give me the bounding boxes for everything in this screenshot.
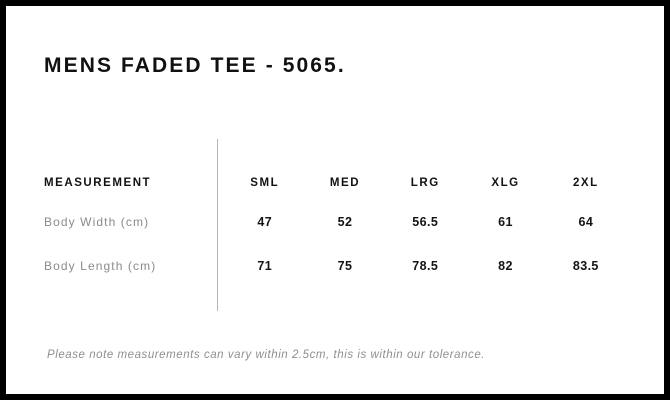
cell-body-length-xlg: 82 bbox=[498, 259, 513, 273]
column-header-sml: SML bbox=[250, 177, 280, 189]
table-header-row: MEASUREMENT SML MED LRG XLG 2XL bbox=[44, 166, 626, 200]
cell-body-length-sml: 71 bbox=[257, 259, 273, 273]
size-chart-sheet: MENS FADED TEE - 5065. MEASUREMENT SML M… bbox=[6, 6, 664, 394]
cell-body-length-lrg: 78.5 bbox=[412, 259, 439, 273]
cell-body-length-med: 75 bbox=[337, 259, 353, 273]
cell-body-width-lrg: 56.5 bbox=[412, 215, 439, 229]
column-header-med: MED bbox=[329, 177, 361, 189]
cell-body-length-2xl: 83.5 bbox=[572, 259, 599, 273]
column-header-lrg: LRG bbox=[410, 177, 440, 189]
column-header-2xl: 2XL bbox=[572, 177, 599, 189]
size-chart-table: MEASUREMENT SML MED LRG XLG 2XL Body Wid… bbox=[44, 166, 626, 288]
cell-body-width-med: 52 bbox=[337, 215, 353, 229]
table-row: Body Length (cm) 71 75 78.5 82 83.5 bbox=[44, 244, 626, 288]
column-header-xlg: XLG bbox=[491, 177, 520, 189]
tolerance-footnote: Please note measurements can vary within… bbox=[47, 349, 486, 361]
row-label-body-width: Body Width (cm) bbox=[44, 215, 150, 229]
cell-body-width-sml: 47 bbox=[257, 215, 273, 229]
page-title: MENS FADED TEE - 5065. bbox=[44, 54, 346, 77]
cell-body-width-xlg: 61 bbox=[498, 215, 513, 229]
cell-body-width-2xl: 64 bbox=[578, 215, 594, 229]
column-header-measurement: MEASUREMENT bbox=[44, 177, 152, 189]
row-label-body-length: Body Length (cm) bbox=[44, 259, 157, 273]
vertical-divider bbox=[217, 139, 218, 311]
table-row: Body Width (cm) 47 52 56.5 61 64 bbox=[44, 200, 626, 244]
